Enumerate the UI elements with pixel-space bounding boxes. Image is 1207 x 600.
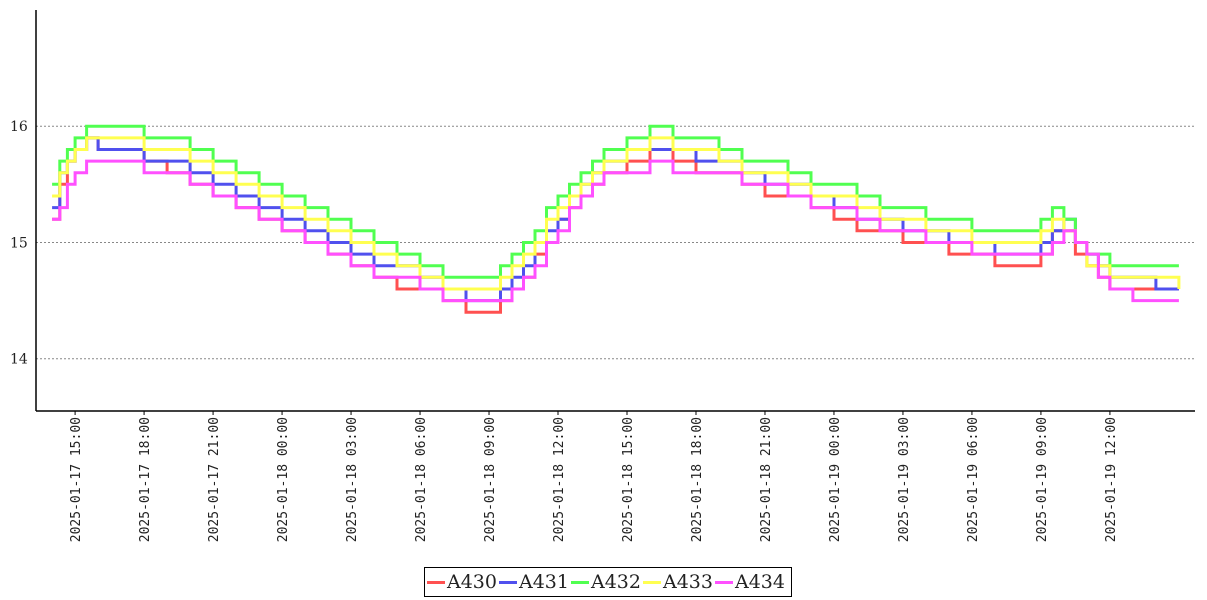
y-tick-label: 15 (10, 235, 28, 251)
legend-item-a431: A431 (499, 571, 569, 593)
y-tick-labels: 14 15 16 (10, 119, 28, 367)
x-tick-label: 2025-01-19 12:00 (1104, 417, 1119, 542)
x-tick-label: 2025-01-18 03:00 (345, 417, 360, 542)
x-tick-label: 2025-01-17 21:00 (207, 417, 222, 542)
legend-swatch (571, 580, 589, 584)
legend: A430 A431 A432 A433 A434 (424, 567, 792, 597)
x-tick-label: 2025-01-18 12:00 (552, 417, 567, 542)
x-tick-label: 2025-01-18 18:00 (690, 417, 705, 542)
x-tick-label: 2025-01-18 00:00 (276, 417, 291, 542)
x-tick-label: 2025-01-18 21:00 (759, 417, 774, 542)
legend-label: A433 (663, 571, 713, 593)
x-tick-label: 2025-01-18 09:00 (483, 417, 498, 542)
y-tick-label: 14 (10, 352, 28, 368)
x-tick-labels: 2025-01-17 15:00 2025-01-17 18:00 2025-01-… (69, 411, 1119, 542)
legend-label: A431 (519, 571, 569, 593)
legend-item-a432: A432 (571, 571, 641, 593)
legend-swatch (499, 580, 517, 584)
legend-swatch (427, 580, 445, 584)
x-tick-label: 2025-01-19 00:00 (828, 417, 843, 542)
legend-swatch (715, 580, 733, 584)
legend-swatch (643, 580, 661, 584)
x-tick-label: 2025-01-17 18:00 (138, 417, 153, 542)
x-tick-label: 2025-01-18 06:00 (414, 417, 429, 542)
x-tick-label: 2025-01-19 09:00 (1035, 417, 1050, 542)
y-tick-label: 16 (10, 119, 28, 135)
legend-label: A430 (447, 571, 497, 593)
axes (35, 10, 1195, 412)
series-line-a433 (52, 136, 1181, 291)
x-tick-label: 2025-01-19 06:00 (966, 417, 981, 542)
x-tick-label: 2025-01-19 03:00 (897, 417, 912, 542)
legend-item-a433: A433 (643, 571, 713, 593)
series-line-a430 (52, 136, 1179, 314)
legend-item-a430: A430 (427, 571, 497, 593)
legend-item-a434: A434 (715, 571, 785, 593)
legend-label: A434 (735, 571, 785, 593)
series-line-a434 (52, 159, 1179, 303)
x-tick-label: 2025-01-18 15:00 (621, 417, 636, 542)
legend-label: A432 (591, 571, 641, 593)
x-tick-label: 2025-01-17 15:00 (69, 417, 84, 542)
series-lines (52, 124, 1181, 314)
